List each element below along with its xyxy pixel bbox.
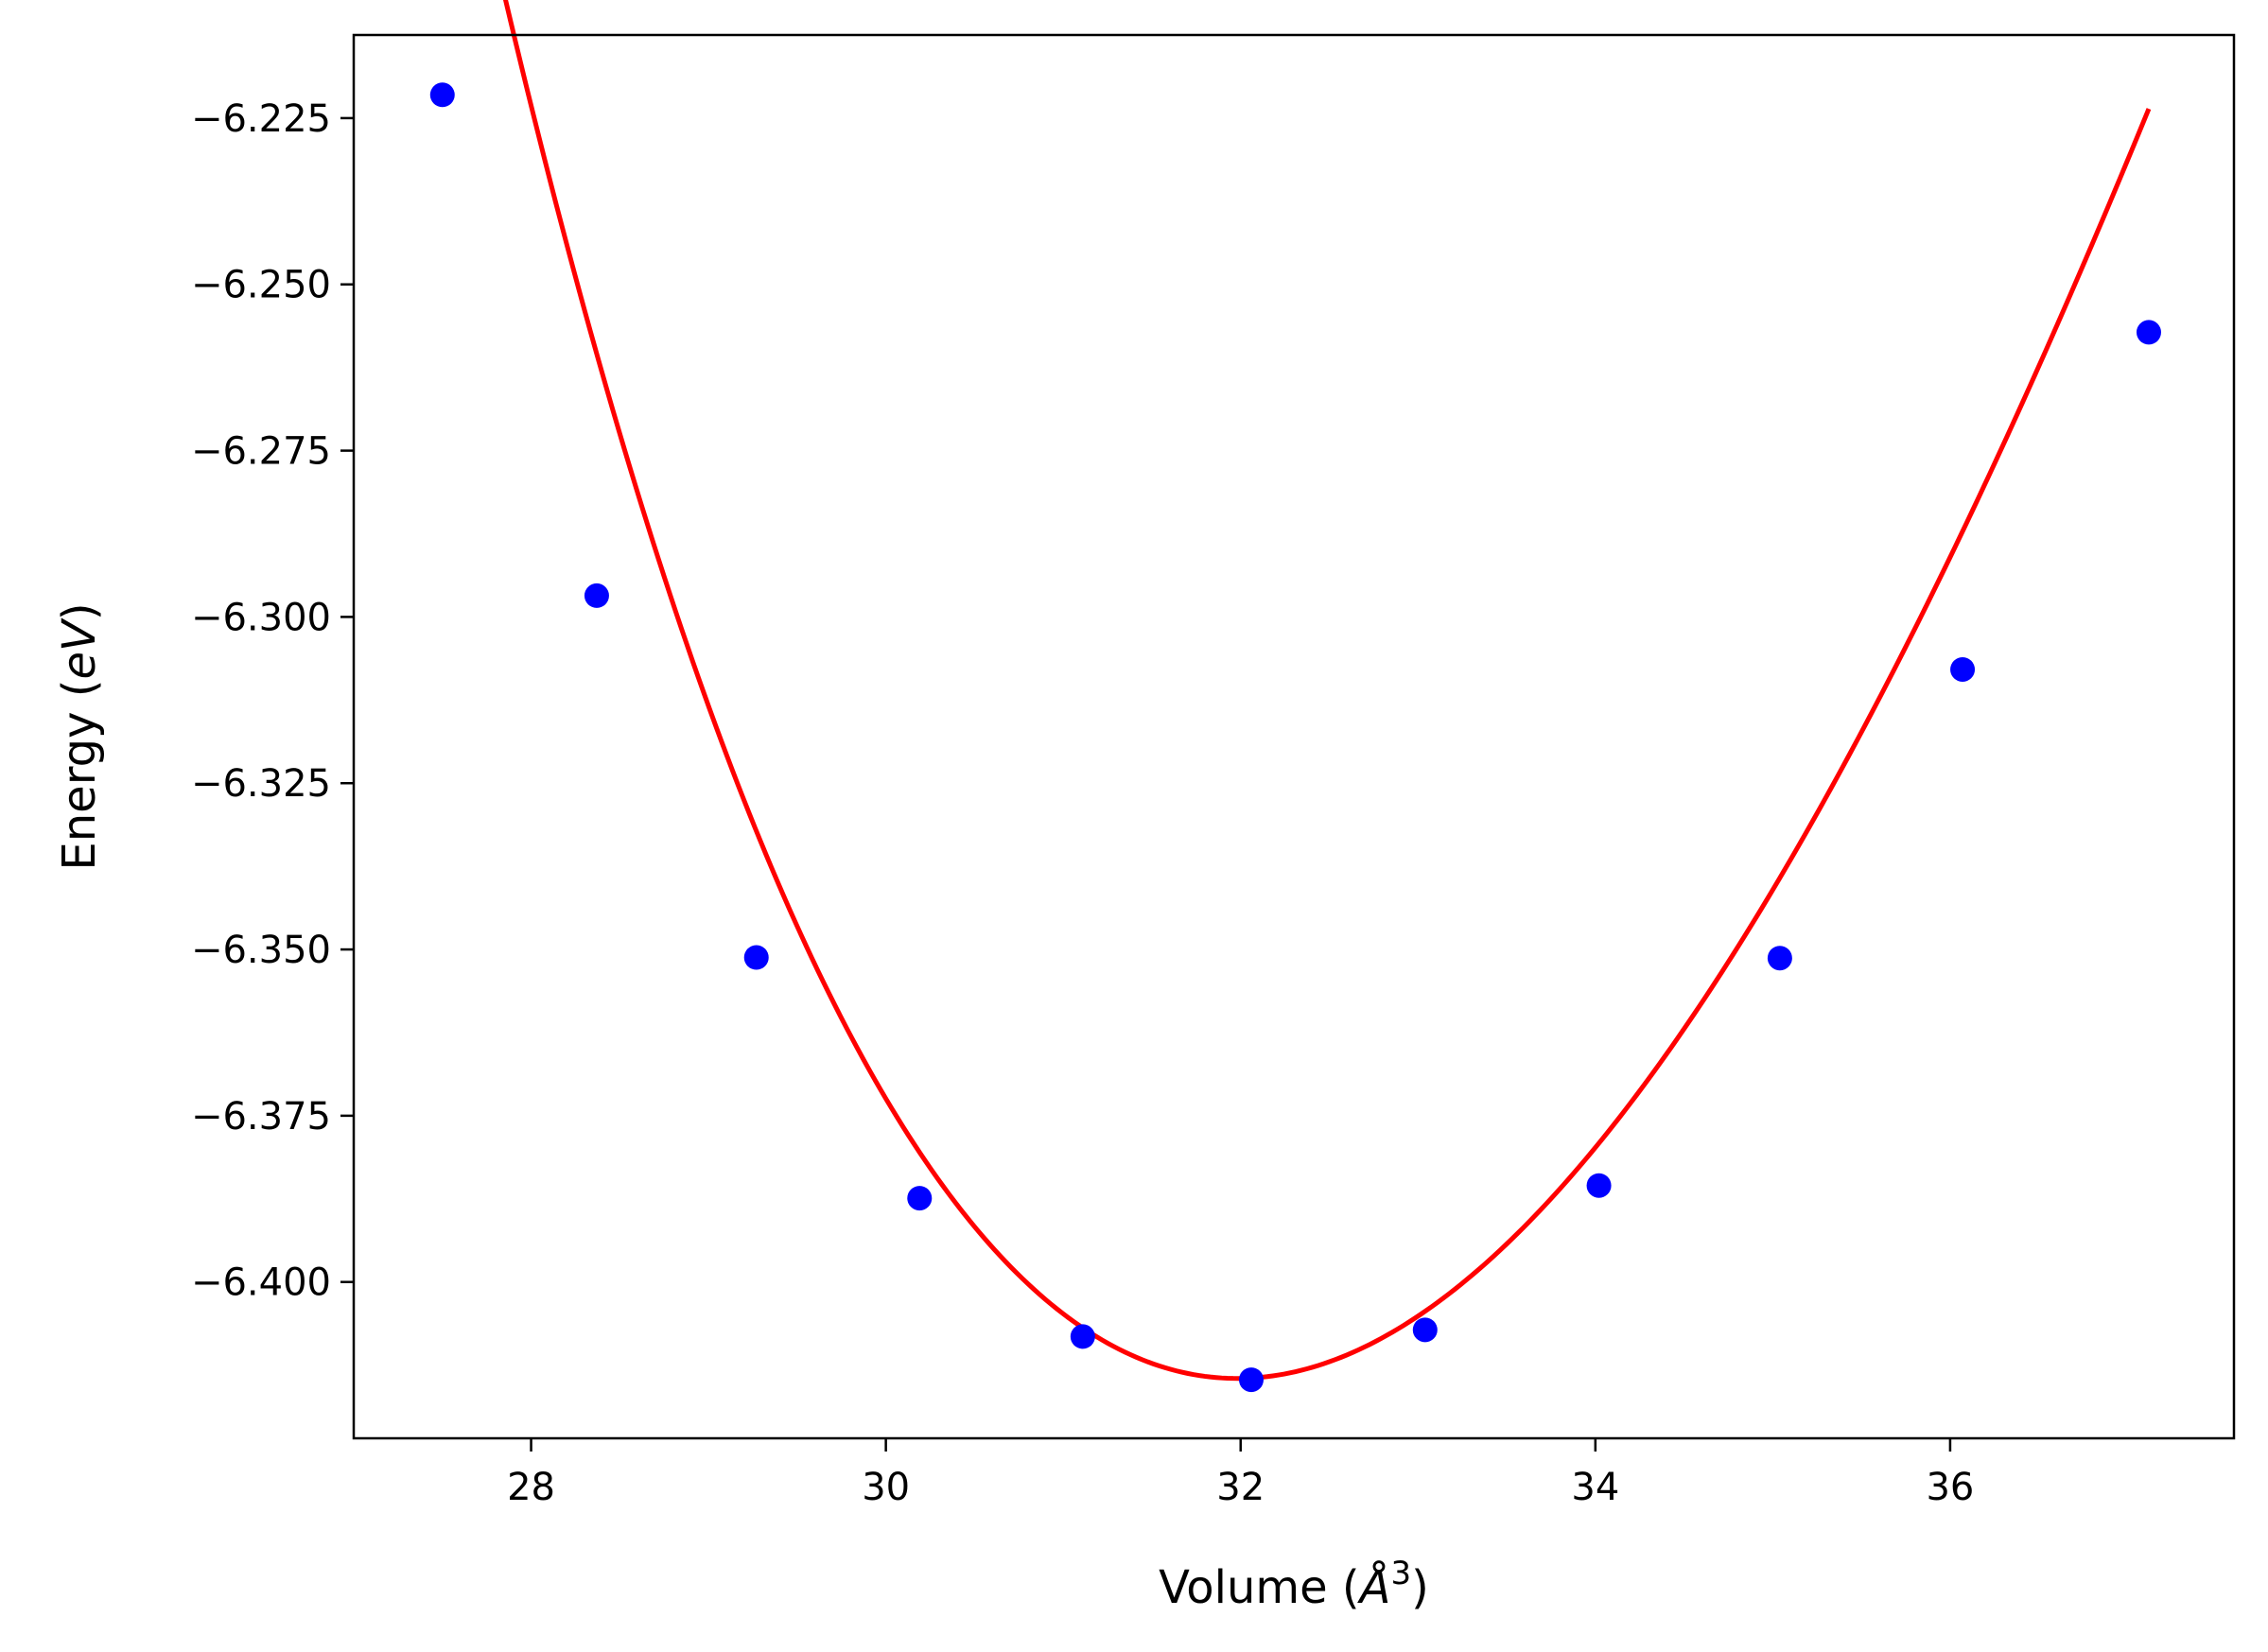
y-tick-label: −6.350 <box>191 929 331 972</box>
x-axis-label-suffix: ) <box>1411 1561 1429 1614</box>
y-tick-label: −6.250 <box>191 264 331 307</box>
y-axis-label-unit: eV <box>53 617 106 680</box>
y-tick-label: −6.225 <box>191 97 331 141</box>
data-point <box>1238 1367 1264 1393</box>
y-tick-label: −6.275 <box>191 430 331 474</box>
data-point <box>429 82 455 108</box>
y-axis-label: Energy (eV) <box>53 602 106 870</box>
data-point <box>2136 320 2161 345</box>
y-axis-label-prefix: Energy ( <box>53 680 106 871</box>
data-point <box>1070 1324 1095 1349</box>
data-point <box>907 1186 933 1211</box>
x-axis-label-unit: Å <box>1357 1560 1391 1614</box>
x-axis-label-power: 3 <box>1390 1555 1411 1592</box>
x-tick-label: 34 <box>1571 1466 1619 1509</box>
x-tick-label: 36 <box>1926 1466 1974 1509</box>
x-axis-label: Volume (Å3) <box>1159 1555 1429 1614</box>
plot-frame <box>352 33 2236 1440</box>
y-tick-label: −6.375 <box>191 1095 331 1139</box>
fit-curve <box>502 0 2152 1382</box>
data-point <box>1586 1173 1612 1198</box>
y-tick-label: −6.325 <box>191 762 331 806</box>
x-axis-ticks: 28 30 32 34 36 <box>507 1438 1974 1509</box>
fit-curve-layer <box>502 0 2152 1382</box>
x-axis-label-prefix: Volume ( <box>1159 1561 1360 1614</box>
x-tick-label: 28 <box>507 1466 555 1509</box>
y-axis-ticks: −6.225 −6.250 −6.275 −6.300 −6.325 −6.350 −6.3… <box>191 97 354 1305</box>
plot-area <box>354 35 2234 1438</box>
y-tick-label: −6.400 <box>191 1261 331 1305</box>
x-tick-label: 30 <box>862 1466 910 1509</box>
data-point <box>1767 946 1792 971</box>
data-point <box>1950 656 1976 682</box>
y-axis-label-suffix: ) <box>53 602 106 620</box>
x-tick-label: 32 <box>1216 1466 1265 1509</box>
data-point <box>743 945 769 970</box>
data-point <box>1412 1317 1438 1343</box>
data-point <box>584 583 609 608</box>
data-points-layer <box>429 82 2161 1393</box>
y-tick-label: −6.300 <box>191 596 331 639</box>
